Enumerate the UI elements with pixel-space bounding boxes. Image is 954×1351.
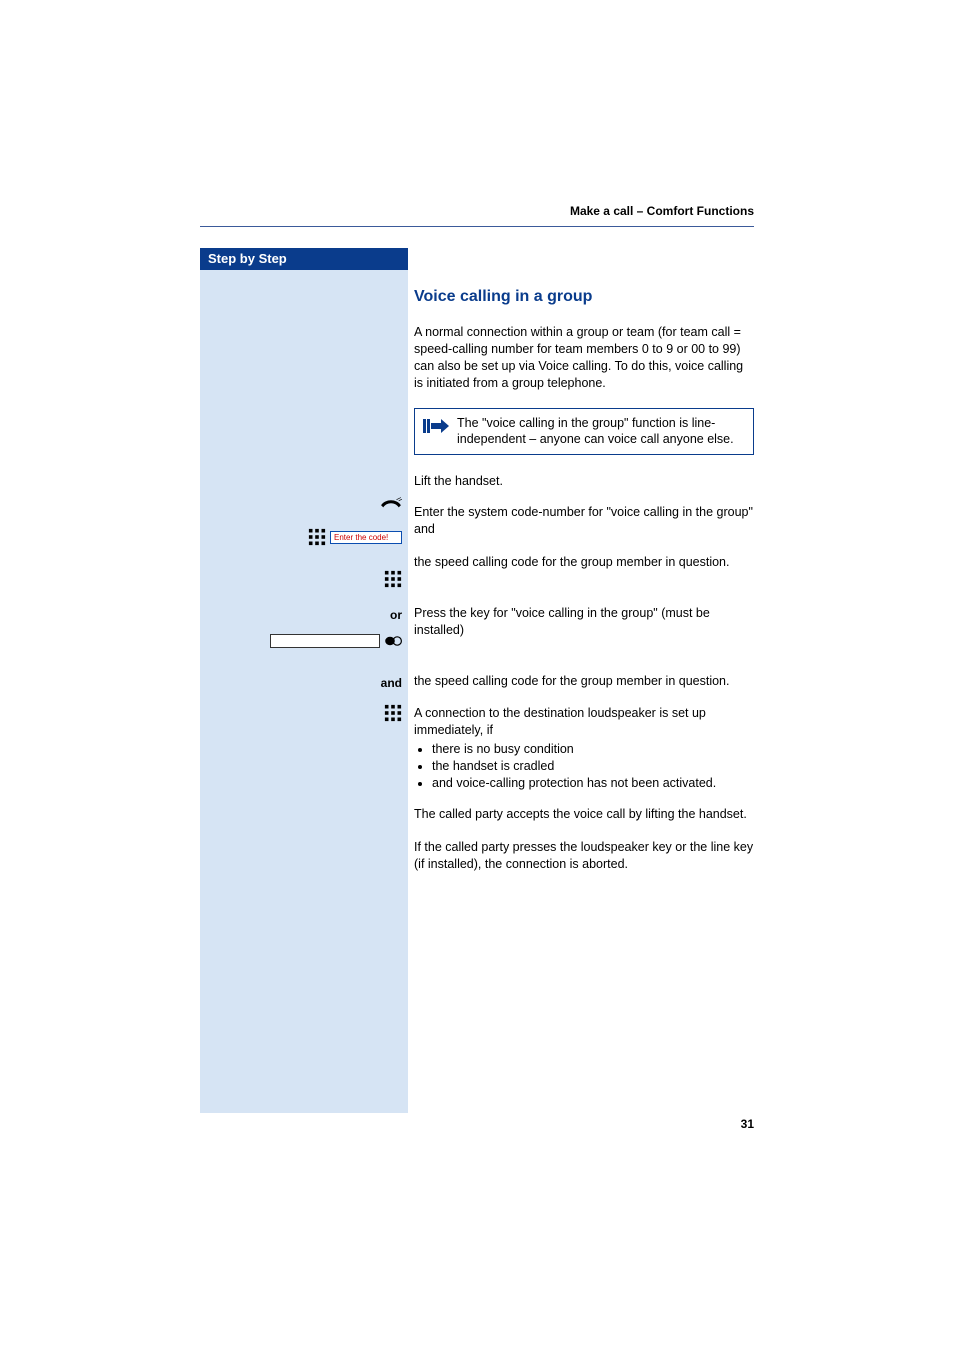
page-number: 31 bbox=[741, 1117, 754, 1131]
bullet-1: there is no busy condition bbox=[432, 741, 754, 758]
intro-paragraph: A normal connection within a group or te… bbox=[414, 324, 754, 392]
keypad-icon bbox=[384, 570, 402, 588]
note-text: The "voice calling in the group" functio… bbox=[457, 415, 745, 449]
step-press-key: Press the key for "voice calling in the … bbox=[414, 605, 754, 639]
connector-or: or bbox=[390, 608, 402, 622]
step-speed-code-2: the speed calling code for the group mem… bbox=[414, 673, 754, 690]
code-hint-box: Enter the code! bbox=[330, 531, 402, 544]
connector-and: and bbox=[381, 676, 402, 690]
sidebar-title: Step by Step bbox=[200, 248, 408, 270]
step-icon-speed-code-1 bbox=[384, 570, 402, 588]
header-rule bbox=[200, 226, 754, 227]
connection-intro: A connection to the destination loudspea… bbox=[414, 705, 754, 739]
programmable-key-box bbox=[270, 634, 380, 648]
step-icon-enter-code: Enter the code! bbox=[308, 528, 402, 546]
step-speed-code-1: the speed calling code for the group mem… bbox=[414, 554, 754, 571]
accept-paragraph: The called party accepts the voice call … bbox=[414, 806, 754, 823]
content-column: Voice calling in a group A normal connec… bbox=[414, 248, 754, 888]
bullet-2: the handset is cradled bbox=[432, 758, 754, 775]
running-header: Make a call – Comfort Functions bbox=[570, 204, 754, 218]
step-sidebar: Step by Step Enter the code! bbox=[200, 248, 408, 1113]
step-enter-code: Enter the system code-number for "voice … bbox=[414, 504, 754, 538]
note-box: The "voice calling in the group" functio… bbox=[414, 408, 754, 456]
section-title: Voice calling in a group bbox=[414, 288, 754, 306]
handset-icon bbox=[380, 496, 402, 510]
bullet-3: and voice-calling protection has not bee… bbox=[432, 775, 754, 792]
step-icon-programmable-key bbox=[270, 634, 402, 648]
step-icon-lift-handset bbox=[380, 496, 402, 510]
step-icon-speed-code-2 bbox=[384, 704, 402, 722]
note-arrow-icon bbox=[423, 417, 449, 435]
keypad-icon bbox=[308, 528, 326, 546]
step-lift-handset: Lift the handset. bbox=[414, 473, 754, 490]
page: Make a call – Comfort Functions Step by … bbox=[0, 0, 954, 1351]
keypad-icon bbox=[384, 704, 402, 722]
connection-conditions: there is no busy condition the handset i… bbox=[414, 741, 754, 792]
abort-paragraph: If the called party presses the loudspea… bbox=[414, 839, 754, 873]
led-icon bbox=[384, 635, 402, 647]
